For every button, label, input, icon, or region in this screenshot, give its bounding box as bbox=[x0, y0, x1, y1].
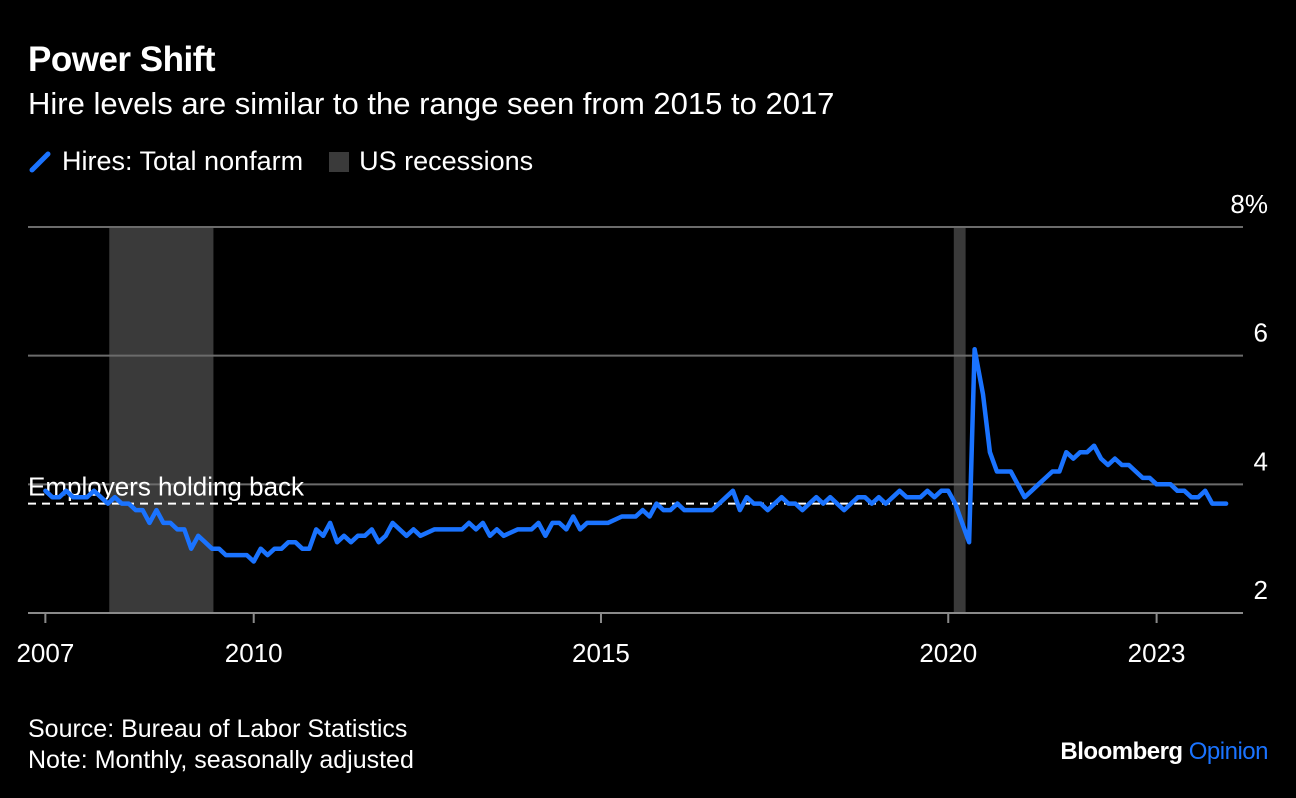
legend-label-recessions: US recessions bbox=[359, 146, 534, 176]
reference-line-label: Employers holding back bbox=[28, 472, 305, 502]
x-tick-label: 2023 bbox=[1128, 638, 1186, 668]
x-tick-label: 2007 bbox=[16, 638, 74, 668]
y-tick-label: 6 bbox=[1254, 318, 1268, 348]
legend-item-recessions: US recessions bbox=[329, 146, 533, 177]
brand-suffix: Opinion bbox=[1188, 738, 1269, 765]
recession-band bbox=[953, 227, 966, 613]
recession-swatch-icon bbox=[329, 151, 350, 172]
series-line-hires bbox=[43, 346, 1229, 564]
source-note: Source: Bureau of Labor Statistics bbox=[28, 715, 408, 743]
footer: Source: Bureau of Labor Statistics Note:… bbox=[28, 714, 414, 776]
legend-item-hires: Hires: Total nonfarm bbox=[28, 146, 303, 177]
y-tick-label: 4 bbox=[1254, 446, 1268, 476]
y-tick-label: 2 bbox=[1254, 575, 1268, 605]
chart-title: Power Shift bbox=[28, 40, 216, 79]
recession-band bbox=[109, 227, 214, 613]
x-tick-label: 2015 bbox=[572, 638, 630, 668]
y-tick-label: 8% bbox=[1230, 189, 1268, 219]
legend-label-hires: Hires: Total nonfarm bbox=[62, 146, 304, 176]
line-swatch-icon bbox=[29, 151, 51, 172]
legend: Hires: Total nonfarm US recessions bbox=[28, 146, 559, 177]
brand-name: Bloomberg bbox=[1060, 738, 1183, 765]
brand-logo: Bloomberg Opinion bbox=[1060, 738, 1268, 766]
line-chart: 2 4 6 8% 2007 2010 2015 2020 2023 Employers holdi… bbox=[16, 189, 1268, 668]
x-tick-label: 2010 bbox=[225, 638, 283, 668]
chart-subtitle: Hire levels are similar to the range see… bbox=[28, 86, 835, 121]
method-note: Note: Monthly, seasonally adjusted bbox=[28, 746, 414, 774]
x-tick-label: 2020 bbox=[919, 638, 977, 668]
